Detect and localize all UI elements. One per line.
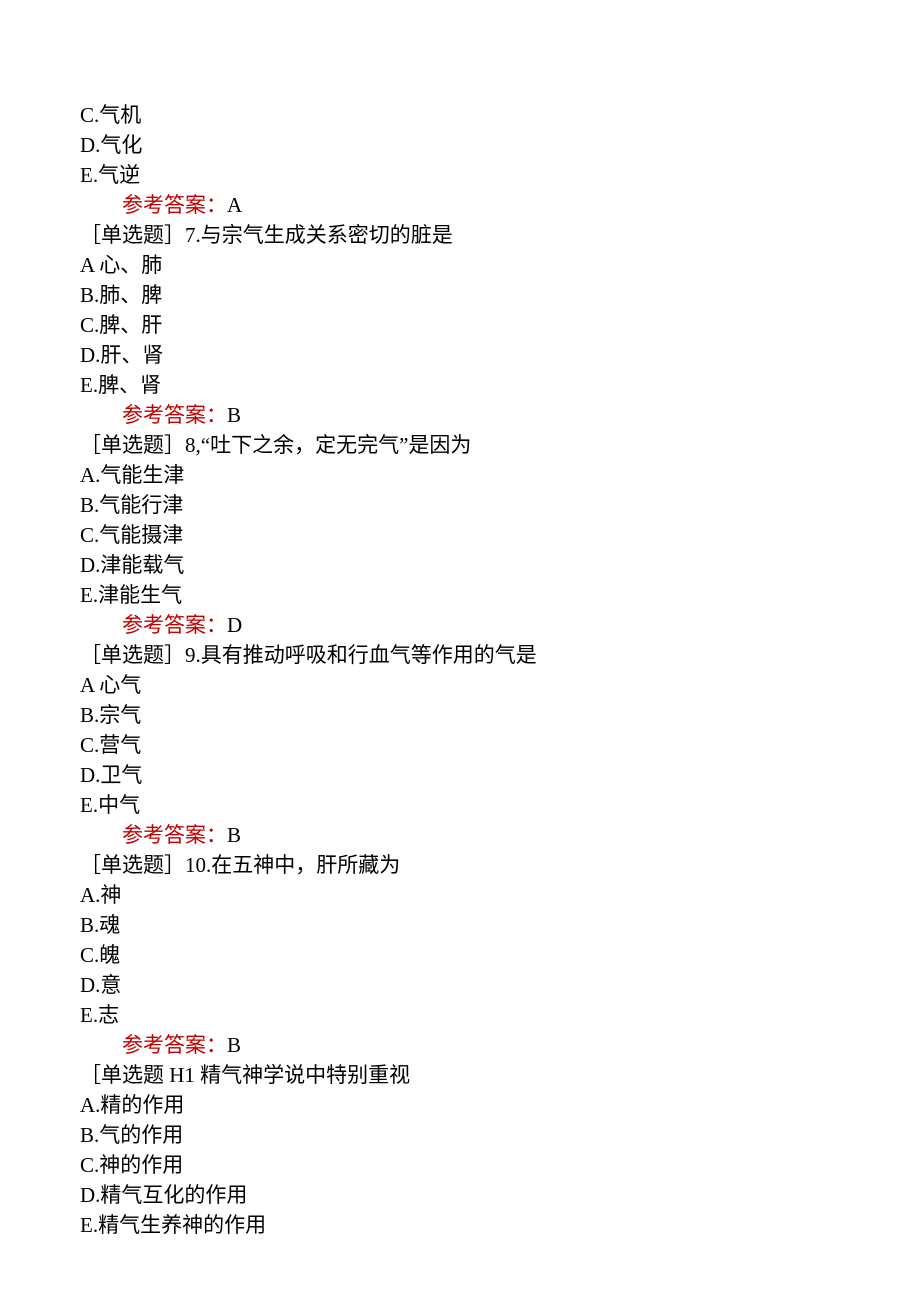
q10-prompt: ［单选题］10.在五神中，肝所藏为 [80, 850, 860, 880]
q6-answer-label: 参考答案： [122, 193, 227, 217]
q8-option-e: E.津能生气 [80, 580, 860, 610]
q6-answer: 参考答案：A [80, 190, 860, 220]
q8-option-a: A.气能生津 [80, 460, 860, 490]
q8-option-b: B.气能行津 [80, 490, 860, 520]
q11-option-b: B.气的作用 [80, 1120, 860, 1150]
q9-option-e: E.中气 [80, 790, 860, 820]
q7-answer: 参考答案：B [80, 400, 860, 430]
q7-option-d: D.肝、肾 [80, 340, 860, 370]
q9-option-d: D.卫气 [80, 760, 860, 790]
q10-option-b: B.魂 [80, 910, 860, 940]
q11-option-a: A.精的作用 [80, 1090, 860, 1120]
q9-answer-value: B [227, 823, 241, 847]
q9-prompt: ［单选题］9.具有推动呼吸和行血气等作用的气是 [80, 640, 860, 670]
q9-option-c: C.营气 [80, 730, 860, 760]
q8-answer-value: D [227, 613, 242, 637]
q7-option-e: E.脾、肾 [80, 370, 860, 400]
q6-option-e: E.气逆 [80, 160, 860, 190]
q8-answer-label: 参考答案： [122, 613, 227, 637]
q7-answer-label: 参考答案： [122, 403, 227, 427]
q7-option-c: C.脾、肝 [80, 310, 860, 340]
q6-answer-value: A [227, 193, 242, 217]
q6-option-c: C.气机 [80, 100, 860, 130]
q10-option-d: D.意 [80, 970, 860, 1000]
q11-option-d: D.精气互化的作用 [80, 1180, 860, 1210]
q10-option-c: C.魄 [80, 940, 860, 970]
q8-answer: 参考答案：D [80, 610, 860, 640]
q11-option-e: E.精气生养神的作用 [80, 1210, 860, 1240]
q8-option-d: D.津能载气 [80, 550, 860, 580]
q10-answer: 参考答案：B [80, 1030, 860, 1060]
q9-option-b: B.宗气 [80, 700, 860, 730]
q9-option-a: A 心气 [80, 670, 860, 700]
q8-option-c: C.气能摄津 [80, 520, 860, 550]
q10-option-a: A.神 [80, 880, 860, 910]
q7-option-a: A 心、肺 [80, 250, 860, 280]
q9-answer: 参考答案：B [80, 820, 860, 850]
q11-option-c: C.神的作用 [80, 1150, 860, 1180]
q10-answer-label: 参考答案： [122, 1033, 227, 1057]
q10-answer-value: B [227, 1033, 241, 1057]
q7-answer-value: B [227, 403, 241, 427]
q10-option-e: E.志 [80, 1000, 860, 1030]
q7-prompt: ［单选题］7.与宗气生成关系密切的脏是 [80, 220, 860, 250]
q8-prompt: ［单选题］8,“吐下之余，定无完气”是因为 [80, 430, 860, 460]
q11-prompt: ［单选题 H1 精气神学说中特别重视 [80, 1060, 860, 1090]
q9-answer-label: 参考答案： [122, 823, 227, 847]
q6-option-d: D.气化 [80, 130, 860, 160]
q7-option-b: B.肺、脾 [80, 280, 860, 310]
